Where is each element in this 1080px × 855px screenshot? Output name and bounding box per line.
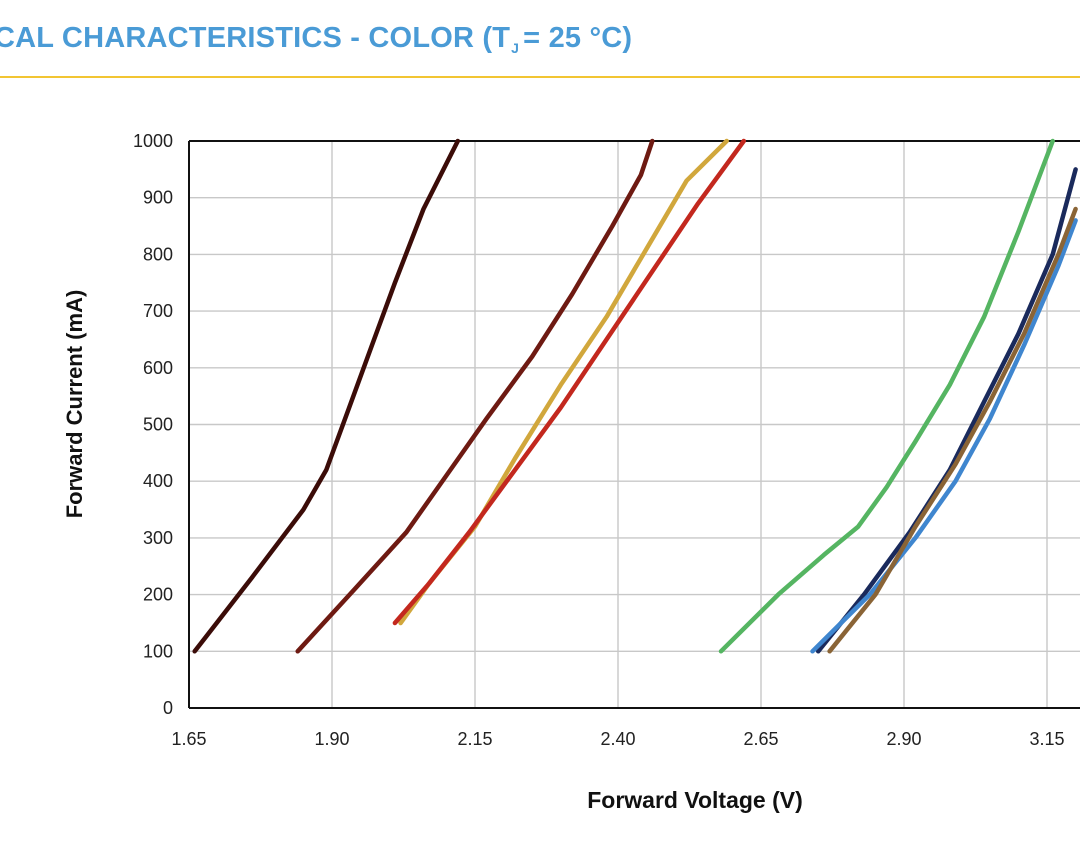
y-tick-label: 400: [143, 471, 173, 491]
x-tick-label: 2.15: [457, 729, 492, 749]
series-line-brown: [827, 206, 1078, 654]
y-tick-label: 800: [143, 244, 173, 264]
series-line-deep-red: [295, 138, 655, 654]
series-lines: [192, 138, 1078, 654]
series-line-blue: [810, 218, 1078, 654]
series-line-green: [718, 138, 1055, 654]
title-text-end: = 25 °C): [523, 22, 633, 54]
y-axis-label: Forward Current (mA): [62, 290, 87, 519]
x-tick-label: 2.90: [886, 729, 921, 749]
x-tick-labels: 1.65 1.90 2.15 2.40 2.65 2.90 3.15: [171, 729, 1064, 749]
y-tick-label: 600: [143, 358, 173, 378]
x-tick-label: 1.90: [314, 729, 349, 749]
y-tick-label: 300: [143, 528, 173, 548]
y-tick-label: 200: [143, 585, 173, 605]
series-line-navy: [815, 167, 1078, 654]
y-tick-label: 500: [143, 415, 173, 435]
y-tick-labels: 0 100 200 300 400 500 600 700 800 900 1000: [133, 131, 173, 718]
series-line-red: [392, 138, 747, 626]
x-tick-label: 3.15: [1029, 729, 1064, 749]
title-text: CAL CHARACTERISTICS - COLOR (T: [0, 22, 511, 54]
series-line-dark-red: [192, 138, 461, 654]
x-tick-label: 2.65: [743, 729, 778, 749]
y-tick-label: 1000: [133, 131, 173, 151]
x-axis-label: Forward Voltage (V): [587, 787, 803, 813]
y-tick-label: 0: [163, 698, 173, 718]
section-header: CAL CHARACTERISTICS - COLOR (TJ = 25 °C): [0, 0, 1080, 78]
x-tick-label: 2.40: [600, 729, 635, 749]
y-tick-label: 100: [143, 641, 173, 661]
section-title: CAL CHARACTERISTICS - COLOR (TJ = 25 °C): [0, 22, 632, 56]
axes: [188, 140, 1080, 709]
x-tick-label: 1.65: [171, 729, 206, 749]
y-tick-label: 700: [143, 301, 173, 321]
series-line-amber: [398, 138, 729, 626]
title-subscript: J: [511, 40, 520, 56]
y-tick-label: 900: [143, 188, 173, 208]
